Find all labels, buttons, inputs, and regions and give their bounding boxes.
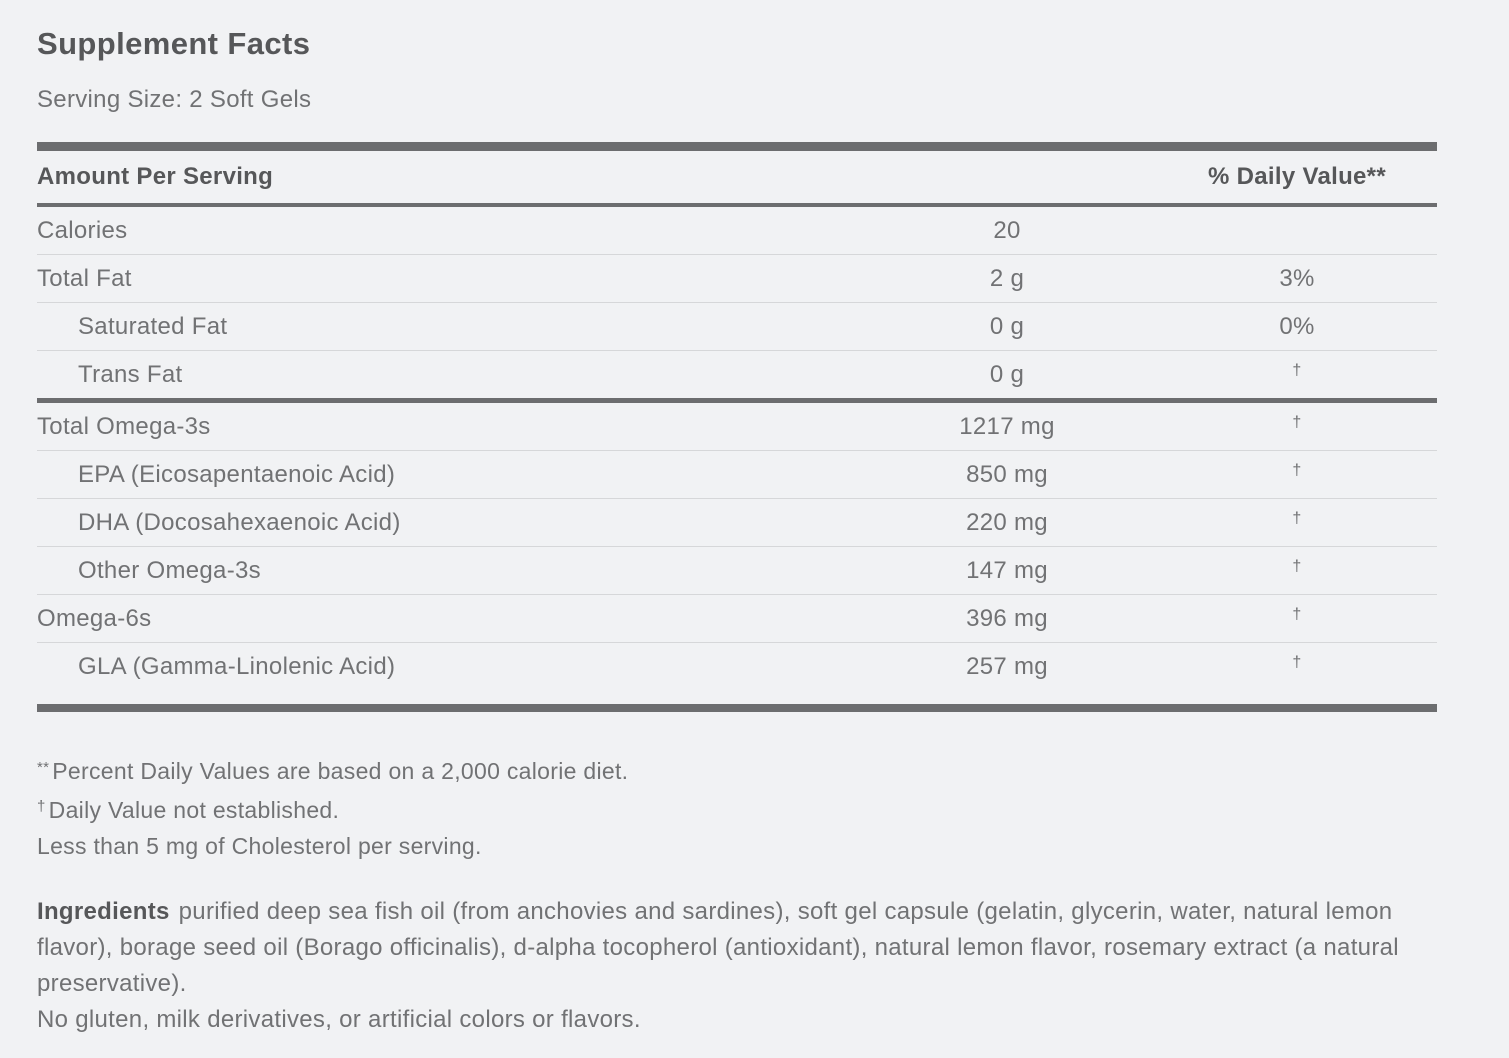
row-dv: † xyxy=(1292,653,1302,671)
row-name: Calories xyxy=(37,216,128,244)
page-title: Supplement Facts xyxy=(37,26,311,61)
row-name: Total Omega-3s xyxy=(37,412,211,440)
row-amount: 220 mg xyxy=(966,508,1048,536)
row-name: GLA (Gamma-Linolenic Acid) xyxy=(78,652,396,680)
amount-per-serving-header: Amount Per Serving xyxy=(37,163,274,190)
row-dv: † xyxy=(1292,461,1302,479)
row-amount: 850 mg xyxy=(966,460,1048,488)
table-row: Other Omega-3s 147 mg † xyxy=(37,547,1437,595)
table-row: GLA (Gamma-Linolenic Acid) 257 mg † xyxy=(37,643,1437,690)
row-amount: 2 g xyxy=(989,264,1025,292)
row-name: Other Omega-3s xyxy=(78,556,261,584)
ingredients-paragraph: Ingredients purified deep sea fish oil (f… xyxy=(37,894,1437,1038)
footnote-percent-daily-values: ** Percent Daily Values are based on a 2,… xyxy=(37,758,629,784)
row-name: Trans Fat xyxy=(78,360,183,388)
row-dv: 3% xyxy=(1279,264,1315,292)
ingredients-label: Ingredients xyxy=(37,898,170,925)
row-dv: † xyxy=(1292,509,1302,527)
row-name: Total Fat xyxy=(37,264,132,292)
daily-value-header: % Daily Value** xyxy=(1208,163,1386,190)
table-row: EPA (Eicosapentaenoic Acid) 850 mg † xyxy=(37,451,1437,499)
table-row: Total Omega-3s 1217 mg † xyxy=(37,403,1437,451)
row-dv: † xyxy=(1292,413,1302,431)
table-row: Total Fat 2 g 3% xyxy=(37,255,1437,303)
table-row: Trans Fat 0 g † xyxy=(37,351,1437,403)
row-name: EPA (Eicosapentaenoic Acid) xyxy=(78,460,396,488)
row-amount: 257 mg xyxy=(966,652,1048,680)
table-row: Calories 20 xyxy=(37,207,1437,255)
row-amount: 20 xyxy=(993,216,1021,244)
table-row: Omega-6s 396 mg † xyxy=(37,595,1437,643)
row-amount: 147 mg xyxy=(966,556,1048,584)
row-name: DHA (Docosahexaenoic Acid) xyxy=(78,508,401,536)
row-dv: † xyxy=(1292,361,1302,379)
allergen-note: No gluten, milk derivatives, or artifici… xyxy=(37,1006,641,1033)
ingredients-text: purified deep sea fish oil (from anchovi… xyxy=(37,898,1399,997)
footnotes: ** Percent Daily Values are based on a 2,… xyxy=(37,750,1437,864)
table-row: DHA (Docosahexaenoic Acid) 220 mg † xyxy=(37,499,1437,547)
serving-size: Serving Size: 2 Soft Gels xyxy=(37,86,312,113)
facts-table-body: Calories 20 Total Fat 2 g 3% Saturated F… xyxy=(37,207,1437,690)
table-header: Amount Per Serving % Daily Value** xyxy=(37,151,1437,207)
row-name: Saturated Fat xyxy=(78,312,228,340)
row-amount: 0 g xyxy=(989,360,1025,388)
row-dv: † xyxy=(1292,557,1302,575)
row-amount: 396 mg xyxy=(966,604,1048,632)
divider-bottom xyxy=(37,704,1437,712)
double-asterisk-marker: ** xyxy=(37,759,50,776)
row-amount: 0 g xyxy=(989,312,1025,340)
row-dv: 0% xyxy=(1279,312,1315,340)
table-row: Saturated Fat 0 g 0% xyxy=(37,303,1437,351)
row-name: Omega-6s xyxy=(37,604,152,632)
row-amount: 1217 mg xyxy=(959,412,1055,440)
row-dv: † xyxy=(1292,605,1302,623)
footnote-daily-value-not-established: † Daily Value not established. xyxy=(37,797,340,823)
dagger-marker: † xyxy=(37,798,46,815)
footnote-cholesterol: Less than 5 mg of Cholesterol per servin… xyxy=(37,833,482,859)
divider-top xyxy=(37,142,1437,151)
